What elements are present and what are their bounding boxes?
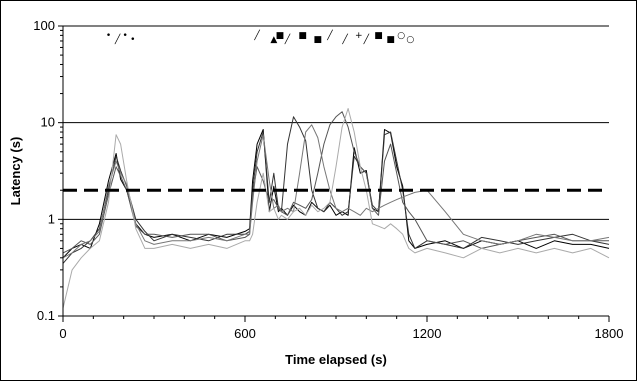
marker-annotation: ╱: [284, 33, 291, 45]
marker-annotations: • ╱ • • ╱ ▲■ ╱ ■ ■ ╱ ╱ + ╱ ■ ■ ○ ○: [106, 29, 415, 45]
marker-annotation: ╱: [253, 29, 260, 41]
marker-annotation: ■: [276, 31, 285, 41]
x-axis-title: Time elapsed (s): [285, 352, 387, 367]
marker-annotation: •: [130, 35, 135, 45]
y-axis-title: Latency (s): [8, 137, 23, 206]
marker-annotation: ╱: [341, 33, 348, 45]
marker-annotation: ■: [374, 31, 383, 41]
y-tick-label: 10: [41, 115, 55, 130]
marker-annotation: ○: [397, 31, 405, 41]
x-tick-label: 600: [234, 326, 256, 341]
marker-annotation: ■: [298, 31, 307, 41]
series-line-5: [62, 108, 610, 309]
y-tick-label: 1: [48, 211, 55, 226]
gridlines: [63, 25, 609, 220]
marker-annotation: ▲: [270, 35, 277, 45]
marker-annotation: •: [106, 31, 111, 41]
marker-annotation: ○: [406, 35, 414, 45]
marker-annotation: ╱: [326, 29, 333, 41]
axes: [58, 25, 610, 322]
series-line-1: [62, 129, 610, 259]
marker-annotation: ■: [314, 35, 323, 45]
series-lines: [62, 108, 610, 309]
marker-annotation: ╱: [114, 33, 121, 45]
y-tick-label: 0.1: [37, 308, 55, 323]
y-tick-label: 100: [33, 18, 55, 33]
series-line-4: [62, 124, 610, 259]
x-tick-label: 0: [59, 326, 66, 341]
x-tick-label: 1200: [413, 326, 442, 341]
marker-annotation: •: [123, 31, 128, 41]
marker-annotation: ╱: [363, 33, 370, 45]
x-tick-label: 1800: [595, 326, 624, 341]
marker-annotation: +: [355, 31, 363, 41]
tick-labels: 0.1 1 10 100 0 600 1200 1800: [33, 18, 623, 341]
series-line-3: [62, 111, 609, 254]
marker-annotation: ■: [386, 35, 395, 45]
